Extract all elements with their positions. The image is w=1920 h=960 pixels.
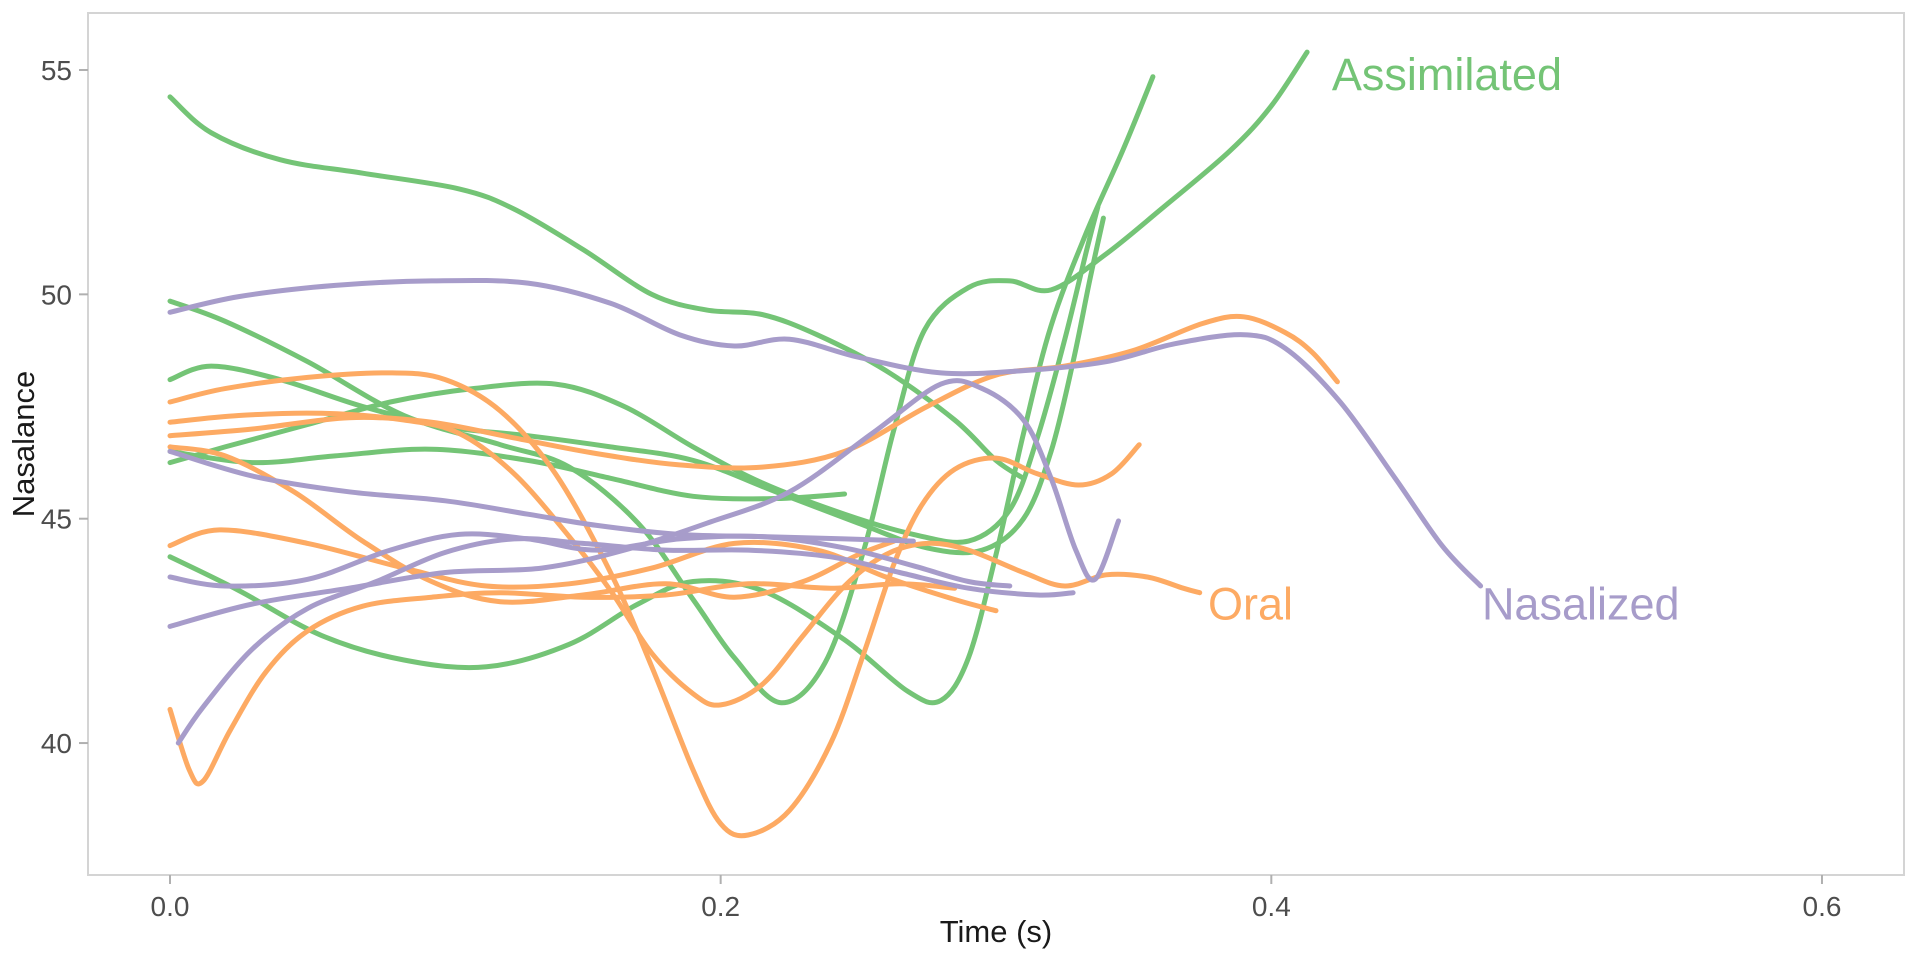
annotation-oral: Oral <box>1208 579 1293 630</box>
curve-nasalized <box>167 531 1013 589</box>
curve-nasalized <box>167 448 916 544</box>
y-tick-label: 50 <box>41 279 72 310</box>
y-tick-label: 40 <box>41 728 72 759</box>
x-tick-label: 0.6 <box>1803 891 1842 922</box>
curve-assimilated <box>167 49 1310 706</box>
y-tick-label: 55 <box>41 55 72 86</box>
annotation-nasalized: Nasalized <box>1482 579 1680 630</box>
x-tick-label: 0.2 <box>701 891 740 922</box>
curve-layer <box>167 49 1484 839</box>
y-tick-label: 45 <box>41 504 72 535</box>
curve-nasalized <box>167 378 1121 629</box>
y-axis-title: Nasalance <box>6 371 41 517</box>
curve-oral <box>167 527 999 614</box>
x-tick-label: 0.4 <box>1252 891 1291 922</box>
curve-oral <box>167 370 1142 839</box>
curve-assimilated <box>167 94 1026 481</box>
curve-nasalized <box>167 277 1484 589</box>
curve-oral <box>167 581 958 787</box>
curve-assimilated <box>167 446 848 502</box>
axis-ticks <box>79 69 1823 884</box>
group-annotations: Assimilated Oral Nasalized <box>1208 49 1680 629</box>
axis-tick-labels: 0.0 0.2 0.4 0.6 55 50 45 40 <box>41 55 1842 922</box>
curve-oral <box>167 313 1340 471</box>
x-tick-label: 0.0 <box>151 891 190 922</box>
curve-oral <box>167 444 897 605</box>
x-axis-title: Time (s) <box>940 914 1053 949</box>
plot-panel <box>87 12 1905 876</box>
annotation-assimilated: Assimilated <box>1332 49 1562 100</box>
curve-assimilated <box>167 74 1156 706</box>
curve-assimilated <box>167 215 1106 556</box>
curve-nasalized <box>175 536 1076 746</box>
